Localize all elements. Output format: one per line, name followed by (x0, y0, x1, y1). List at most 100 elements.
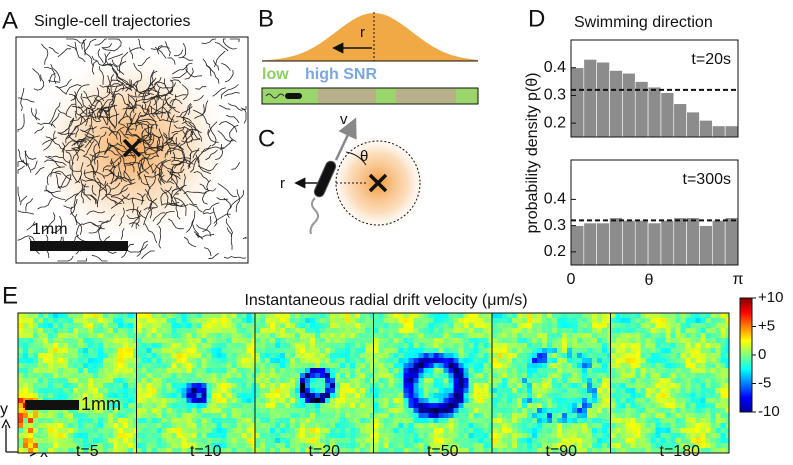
heatmap-cell (290, 378, 295, 383)
heatmap-cell (522, 348, 527, 353)
heatmap-cell (409, 403, 414, 408)
heatmap-cell (18, 408, 23, 413)
heatmap-cell (315, 313, 320, 318)
heatmap-cell (73, 433, 78, 438)
heatmap-cell (128, 393, 133, 398)
heatmap-cell (429, 393, 434, 398)
heatmap-cell (242, 448, 247, 453)
heatmap-cell (350, 403, 355, 408)
heatmap-cell (305, 408, 310, 413)
heatmap-cell (557, 348, 562, 353)
heatmap-cell (636, 368, 641, 373)
heatmap-cell (384, 443, 389, 448)
heatmap-cell (265, 428, 270, 433)
heatmap-cell (474, 378, 479, 383)
heatmap-cell (577, 403, 582, 408)
heatmap-cell (656, 428, 661, 433)
heatmap-cell (582, 328, 587, 333)
heatmap-cell (370, 438, 374, 443)
heatmap-cell (222, 343, 227, 348)
heatmap-cell (325, 338, 330, 343)
heatmap-cell (572, 418, 577, 423)
heatmap-cell (602, 338, 607, 343)
heatmap-cell (626, 423, 631, 428)
heatmap-cell (152, 378, 157, 383)
heatmap-cell (469, 368, 474, 373)
heatmap-cell (48, 443, 53, 448)
heatmap-cell (197, 368, 202, 373)
heatmap-cell (474, 368, 479, 373)
heatmap-cell (557, 383, 562, 388)
heatmap-cell (315, 423, 320, 428)
heatmap-cell (512, 338, 517, 343)
heatmap-cell (212, 433, 217, 438)
heatmap-cell (123, 398, 128, 403)
heatmap-cell (616, 408, 621, 413)
heatmap-cell (68, 378, 73, 383)
heatmap-cell (137, 323, 142, 328)
heatmap-cell (527, 323, 532, 328)
heatmap-cell (222, 383, 227, 388)
heatmap-cell (646, 383, 651, 388)
heatmap-cell (492, 363, 497, 368)
heatmap-cell (355, 358, 360, 363)
heatmap-cell (93, 418, 98, 423)
heatmap-cell (142, 318, 147, 323)
heatmap-cell (489, 383, 493, 388)
heatmap-cell (320, 328, 325, 333)
heatmap-cell (212, 398, 217, 403)
heatmap-cell (621, 338, 626, 343)
heatmap-cell (646, 323, 651, 328)
heatmap-cell (290, 363, 295, 368)
heatmap-cell (330, 408, 335, 413)
heatmap-cell (212, 378, 217, 383)
heatmap-cell (656, 338, 661, 343)
heatmap-cell (389, 428, 394, 433)
heatmap-cell (177, 393, 182, 398)
heatmap-cell (23, 373, 28, 378)
heatmap-cell (567, 333, 572, 338)
heatmap-cell (646, 423, 651, 428)
heatmap-cell (522, 433, 527, 438)
heatmap-cell (118, 338, 123, 343)
heatmap-cell (696, 328, 701, 333)
heatmap-cell (409, 338, 414, 343)
heatmap-cell (103, 368, 108, 373)
heatmap-cell (137, 433, 142, 438)
heatmap-cell (147, 423, 152, 428)
heatmap-cell (147, 428, 152, 433)
heatmap-cell (656, 353, 661, 358)
heatmap-cell (123, 333, 128, 338)
heatmap-cell (78, 388, 83, 393)
heatmap-cell (701, 388, 706, 393)
heatmap-cell (290, 428, 295, 433)
heatmap-cell (38, 338, 43, 343)
heatmap-cell (265, 423, 270, 428)
heatmap-cell (686, 383, 691, 388)
heatmap-cell (330, 313, 335, 318)
heatmap-cell (73, 353, 78, 358)
bar (648, 87, 661, 137)
heatmap-cell (621, 438, 626, 443)
heatmap-cell (212, 373, 217, 378)
heatmap-cell (123, 318, 128, 323)
heatmap-cell (237, 328, 242, 333)
heatmap-cell (464, 383, 469, 388)
heatmap-cell (118, 418, 123, 423)
heatmap-cell (636, 408, 641, 413)
heatmap-cell (676, 318, 681, 323)
heatmap-cell (63, 348, 68, 353)
heatmap-cell (315, 343, 320, 348)
heatmap-cell (537, 373, 542, 378)
heatmap-cell (222, 428, 227, 433)
heatmap-cell (607, 353, 611, 358)
heatmap-cell (18, 333, 23, 338)
heatmap-cell (444, 393, 449, 398)
heatmap-cell (439, 363, 444, 368)
heatmap-cell (691, 383, 696, 388)
heatmap-cell (449, 408, 454, 413)
heatmap-cell (350, 333, 355, 338)
heatmap-cell (355, 433, 360, 438)
heatmap-cell (78, 413, 83, 418)
heatmap-cell (429, 343, 434, 348)
